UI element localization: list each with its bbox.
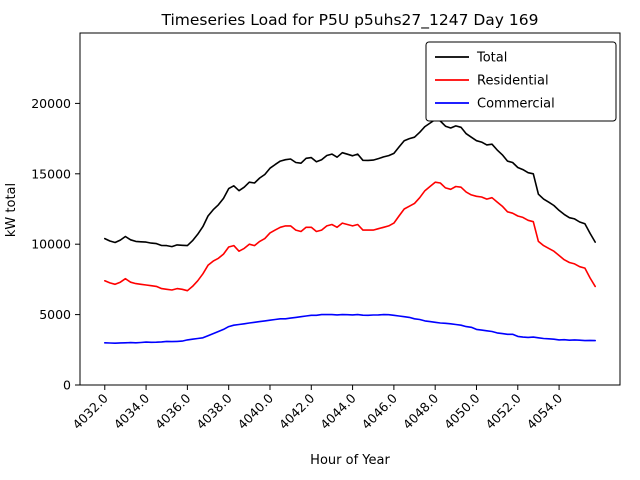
axes-frame xyxy=(79,32,621,386)
x-tick-label: 4038.0 xyxy=(193,390,235,432)
x-tick-label: 4032.0 xyxy=(69,390,111,432)
legend-label: Total xyxy=(476,51,507,66)
x-tick-label: 4050.0 xyxy=(441,390,483,432)
x-tick-label: 4046.0 xyxy=(358,390,400,432)
legend-label: Residential xyxy=(477,74,549,89)
x-tick-label: 4052.0 xyxy=(482,390,524,432)
legend: Total Residential Commercial xyxy=(425,41,617,122)
x-tick-label: 4054.0 xyxy=(524,390,566,432)
x-axis: 4032.0 4034.0 4036.0 4038.0 4040.0 4042.0 4044… xyxy=(69,385,565,432)
y-tick-label: 10000 xyxy=(31,237,71,252)
legend-label: Commercial xyxy=(477,97,555,112)
y-axis: 0 5000 10000 15000 20000 xyxy=(31,96,80,393)
series-line-commercial xyxy=(104,313,597,345)
chart-title: Timeseries Load for P5U p5uhs27_1247 Day… xyxy=(161,11,539,30)
y-tick-label: 20000 xyxy=(31,96,71,111)
legend-box xyxy=(425,41,617,122)
x-axis-title: Hour of Year xyxy=(310,453,390,468)
series-line-total xyxy=(104,118,597,248)
x-tick-label: 4040.0 xyxy=(235,390,277,432)
legend-item-residential: Residential xyxy=(435,74,549,89)
x-tick-label: 4048.0 xyxy=(400,390,442,432)
y-tick-label: 0 xyxy=(63,378,71,393)
legend-item-total: Total xyxy=(435,51,507,66)
x-tick-label: 4044.0 xyxy=(317,390,359,432)
x-tick-label: 4034.0 xyxy=(111,390,153,432)
y-tick-label: 15000 xyxy=(31,166,71,181)
x-tick-label: 4036.0 xyxy=(152,390,194,432)
legend-item-commercial: Commercial xyxy=(435,97,555,112)
y-axis-title: kW total xyxy=(4,183,19,237)
y-tick-label: 5000 xyxy=(39,307,71,322)
x-tick-label: 4042.0 xyxy=(276,390,318,432)
series-line-residential xyxy=(104,181,597,292)
